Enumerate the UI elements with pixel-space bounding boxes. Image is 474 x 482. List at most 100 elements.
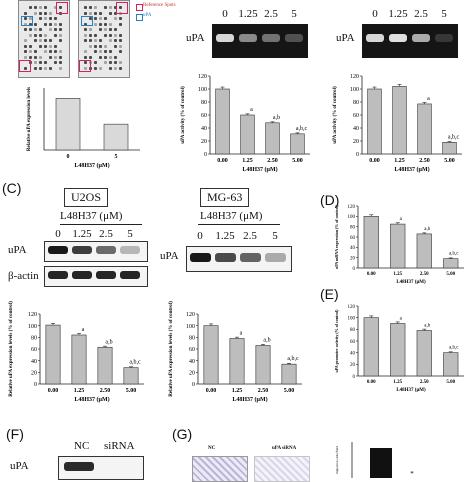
western-band-actin bbox=[72, 271, 92, 279]
y-axis-label: Relative uPA expression levels (% of con… bbox=[9, 301, 14, 397]
panel-g-letter: (G) bbox=[172, 426, 193, 442]
zymography-band bbox=[412, 34, 430, 42]
blot-b-right-label: uPA bbox=[336, 32, 355, 44]
array-spot bbox=[114, 17, 117, 20]
bar bbox=[123, 367, 139, 385]
lane-label: 1.25 bbox=[238, 8, 258, 20]
x-axis-label: L48H37 (μM) bbox=[74, 162, 109, 169]
x-tick-label: 1.25 bbox=[393, 272, 402, 277]
y-tick-label: 120 bbox=[28, 312, 37, 318]
array-spot bbox=[104, 61, 107, 64]
western-band-actin bbox=[48, 271, 68, 279]
x-tick-label: 5.00 bbox=[126, 388, 137, 394]
bar bbox=[240, 114, 255, 155]
x-tick-label: 0.00 bbox=[369, 158, 380, 164]
y-axis-label: uPA mRNA expression (% of control) bbox=[334, 204, 339, 269]
significance-label: a,b,c bbox=[129, 360, 141, 366]
y-tick-label: 40 bbox=[201, 126, 207, 132]
y-tick-label: 40 bbox=[189, 359, 195, 365]
array-spot bbox=[89, 55, 92, 59]
zymography-band bbox=[239, 34, 257, 42]
array-spot bbox=[99, 28, 102, 31]
y-tick-label: 100 bbox=[186, 324, 195, 330]
array-spot bbox=[99, 66, 102, 70]
array-spot bbox=[49, 55, 52, 59]
bar bbox=[390, 323, 406, 377]
mg63-title: MG-63 bbox=[200, 188, 250, 207]
bar bbox=[392, 86, 407, 155]
bar bbox=[442, 142, 457, 155]
y-tick-label: 60 bbox=[31, 347, 37, 353]
bar bbox=[71, 334, 87, 385]
significance-label: a,b bbox=[105, 339, 112, 345]
y-tick-label: 20 bbox=[350, 256, 356, 261]
array-spot bbox=[89, 6, 92, 9]
array-spot bbox=[119, 50, 122, 53]
migration-photo-nc bbox=[192, 456, 248, 482]
array-spot bbox=[54, 50, 57, 53]
array-spot bbox=[29, 44, 32, 48]
y-tick-label: 0 bbox=[353, 267, 356, 272]
array-spot bbox=[104, 44, 107, 48]
array-spot bbox=[114, 11, 117, 15]
western-band-upa bbox=[120, 246, 140, 254]
reference-spot-box bbox=[19, 60, 31, 72]
array-spot bbox=[99, 11, 102, 15]
array-spot bbox=[24, 17, 27, 20]
bar bbox=[290, 133, 305, 155]
u2os-title: U2OS bbox=[64, 188, 109, 207]
western-band-upa bbox=[215, 253, 236, 262]
legend-upa-label: uPA bbox=[143, 13, 152, 18]
array-spot bbox=[114, 61, 117, 64]
western-band-upa bbox=[48, 246, 68, 254]
y-tick-label: 80 bbox=[189, 335, 195, 341]
panel-f-letter: (F) bbox=[6, 426, 24, 442]
lane-label: 2.5 bbox=[414, 8, 428, 20]
array-spot bbox=[54, 61, 57, 64]
array-spot bbox=[29, 50, 32, 53]
blot-c-u2os-upa-label: uPA bbox=[8, 244, 27, 256]
y-tick-label: 40 bbox=[350, 351, 356, 356]
array-spot bbox=[49, 39, 52, 42]
array-spot bbox=[109, 22, 112, 26]
array-spot bbox=[54, 17, 57, 20]
array-spot bbox=[104, 22, 107, 26]
array-spot bbox=[59, 6, 62, 9]
blot-c-mg63-upa-label: uPA bbox=[160, 250, 179, 262]
y-tick-label: 20 bbox=[189, 370, 195, 376]
y-tick-label: 20 bbox=[350, 363, 356, 368]
reference-spot-box bbox=[56, 2, 68, 14]
y-tick-label: 40 bbox=[350, 246, 356, 251]
array-spot bbox=[24, 39, 27, 42]
lane-label: 5 bbox=[441, 8, 447, 20]
array-spot bbox=[94, 6, 97, 9]
array-spot bbox=[104, 28, 107, 31]
western-band-upa bbox=[265, 253, 286, 262]
y-tick-label: 0 bbox=[356, 152, 359, 158]
bar bbox=[281, 363, 297, 385]
lane-label: 5 bbox=[127, 228, 133, 240]
bar bbox=[97, 346, 113, 385]
array-spot bbox=[59, 22, 62, 26]
zymography-band bbox=[216, 34, 234, 42]
array-spot bbox=[59, 61, 62, 64]
array-spot bbox=[89, 28, 92, 31]
array-spot bbox=[94, 22, 97, 26]
y-tick-label: 60 bbox=[189, 347, 195, 353]
lane-label: 1.25 bbox=[72, 228, 92, 240]
array-spot bbox=[49, 44, 52, 48]
bar bbox=[55, 98, 81, 151]
array-spot bbox=[84, 66, 87, 70]
array-spot bbox=[84, 33, 87, 37]
y-tick-label: 80 bbox=[201, 100, 207, 106]
x-axis-label: L48H37 (μM) bbox=[232, 396, 267, 403]
array-spot bbox=[29, 22, 32, 26]
array-spot bbox=[34, 28, 37, 31]
array-spot bbox=[34, 33, 37, 37]
y-tick-label: 120 bbox=[198, 74, 207, 80]
array-spot bbox=[84, 28, 87, 31]
array-spot bbox=[34, 39, 37, 42]
array-spot bbox=[44, 50, 47, 53]
mg63-conc-label: L48H37 (μM) bbox=[200, 210, 263, 222]
significance-label: a bbox=[400, 217, 403, 222]
